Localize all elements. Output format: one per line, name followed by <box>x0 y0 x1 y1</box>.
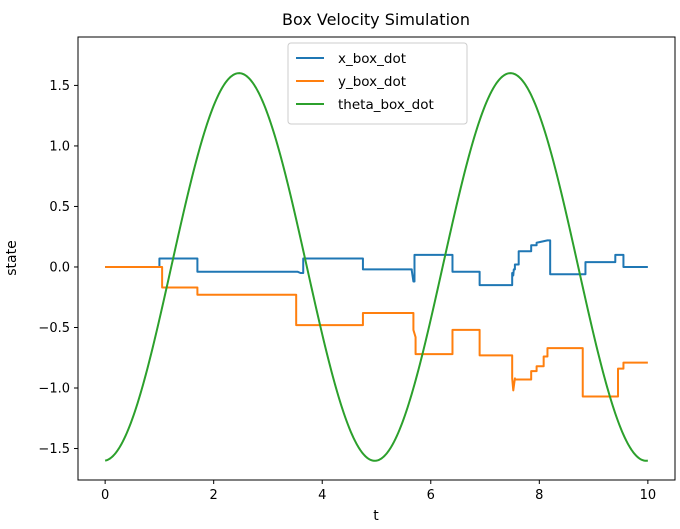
y-axis: 1.5 1.0 0.5 0.0 −0.5 −1.0 −1.5 <box>38 79 78 457</box>
legend-label: theta_box_dot <box>338 97 434 113</box>
y-tick-label: −1.0 <box>38 382 70 397</box>
series-line-x-box-dot <box>105 239 648 287</box>
x-axis: 0 2 4 6 8 10 <box>101 480 656 503</box>
y-axis-label: state <box>4 240 20 275</box>
legend-box <box>287 42 468 125</box>
plot-frame <box>77 36 676 481</box>
y-tick-label: 0.0 <box>49 260 70 275</box>
series-line-y-box-dot <box>105 265 648 398</box>
y-tick-label: 1.5 <box>49 79 70 94</box>
y-tick-label: −1.5 <box>38 442 70 457</box>
y-tick-label: 1.0 <box>49 139 70 154</box>
x-axis-label: t <box>373 508 379 524</box>
x-tick-label: 0 <box>101 488 109 503</box>
legend-label: y_box_dot <box>338 74 406 90</box>
x-tick-label: 10 <box>640 488 657 503</box>
y-tick-label: −0.5 <box>38 321 70 336</box>
series-line-theta-box-dot <box>104 72 648 462</box>
y-tick-label: 0.5 <box>49 200 70 215</box>
x-tick-label: 8 <box>535 488 543 503</box>
legend-entries: x_box_dot y_box_dot theta_box_dot <box>296 51 434 113</box>
legend: x_box_dot y_box_dot theta_box_dot <box>287 42 468 125</box>
x-tick-label: 6 <box>427 488 435 503</box>
legend-label: x_box_dot <box>338 51 406 67</box>
series-layer <box>104 72 648 462</box>
chart-title: Box Velocity Simulation <box>282 10 470 29</box>
x-tick-label: 4 <box>318 488 326 503</box>
x-tick-label: 2 <box>210 488 218 503</box>
